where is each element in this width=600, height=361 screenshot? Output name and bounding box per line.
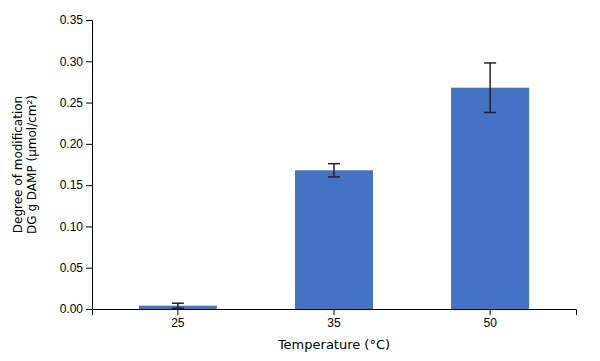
y-tick-mark bbox=[86, 20, 92, 21]
error-bar-cap bbox=[484, 62, 496, 64]
y-tick: 0.35 bbox=[60, 13, 92, 27]
error-bar bbox=[328, 164, 340, 177]
y-tick: 0.05 bbox=[60, 261, 92, 275]
y-tick-mark bbox=[86, 226, 92, 227]
marks bbox=[139, 63, 529, 309]
y-tick-mark bbox=[86, 268, 92, 269]
y-axis: 0.00 0.05 0.10 0.15 0.20 0.25 0.30 0.35 bbox=[60, 13, 93, 316]
y-tick-label: 0.00 bbox=[60, 302, 84, 316]
error-bar-cap bbox=[484, 112, 496, 114]
y-tick-label: 0.25 bbox=[60, 96, 84, 110]
chart-container: 0.00 0.05 0.10 0.15 0.20 0.25 0.30 0.35 25 35 50 Te… bbox=[0, 0, 600, 361]
x-tick: 50 bbox=[483, 309, 497, 330]
y-tick-label: 0.20 bbox=[60, 137, 84, 151]
x-tick-label: 35 bbox=[327, 316, 341, 330]
error-bar-cap bbox=[172, 307, 184, 309]
x-tick-label: 50 bbox=[483, 316, 497, 330]
x-axis-title: Temperature (°C) bbox=[277, 337, 390, 352]
y-axis-title: Degree of modificationDG g DAMP (μmol/cm… bbox=[11, 95, 39, 234]
y-tick-mark bbox=[86, 309, 92, 310]
bar bbox=[295, 170, 373, 309]
x-tick-mark bbox=[490, 309, 491, 315]
y-tick-mark bbox=[86, 103, 92, 104]
y-tick-label: 0.35 bbox=[60, 13, 84, 27]
error-bar bbox=[172, 303, 184, 308]
y-tick-label: 0.15 bbox=[60, 178, 84, 192]
error-bar-cap bbox=[328, 163, 340, 165]
y-tick-label: 0.30 bbox=[60, 55, 84, 69]
y-tick-label: 0.05 bbox=[60, 261, 84, 275]
y-tick: 0.20 bbox=[60, 137, 92, 151]
x-tick-mark bbox=[334, 309, 335, 315]
error-bar-cap bbox=[328, 176, 340, 178]
y-tick-mark bbox=[86, 61, 92, 62]
y-tick: 0.00 bbox=[60, 302, 92, 316]
y-tick: 0.15 bbox=[60, 178, 92, 192]
error-bar-stem bbox=[489, 63, 491, 113]
axis-line bbox=[86, 21, 93, 310]
x-tick: 35 bbox=[327, 309, 341, 330]
x-tick-label: 25 bbox=[171, 316, 185, 330]
x-tick-mark bbox=[177, 309, 178, 315]
axis-line bbox=[93, 310, 577, 316]
x-tick: 25 bbox=[171, 309, 185, 330]
y-tick-mark bbox=[86, 185, 92, 186]
error-bar-cap bbox=[172, 302, 184, 304]
y-axis-title-line: Degree of modification bbox=[11, 96, 25, 233]
chart-svg: 0.00 0.05 0.10 0.15 0.20 0.25 0.30 0.35 25 35 50 Te… bbox=[0, 0, 600, 361]
y-tick-mark bbox=[86, 144, 92, 145]
y-axis-title-line: DG g DAMP (μmol/cm²) bbox=[25, 95, 39, 234]
y-tick: 0.30 bbox=[60, 55, 92, 69]
error-bar-stem bbox=[333, 164, 335, 177]
x-axis: 25 35 50 bbox=[93, 309, 577, 330]
y-tick: 0.25 bbox=[60, 96, 92, 110]
plot: 0.00 0.05 0.10 0.15 0.20 0.25 0.30 0.35 25 35 50 bbox=[60, 13, 577, 329]
error-bar bbox=[484, 63, 496, 113]
y-tick-label: 0.10 bbox=[60, 220, 84, 234]
bar bbox=[451, 88, 529, 309]
y-tick: 0.10 bbox=[60, 220, 92, 234]
